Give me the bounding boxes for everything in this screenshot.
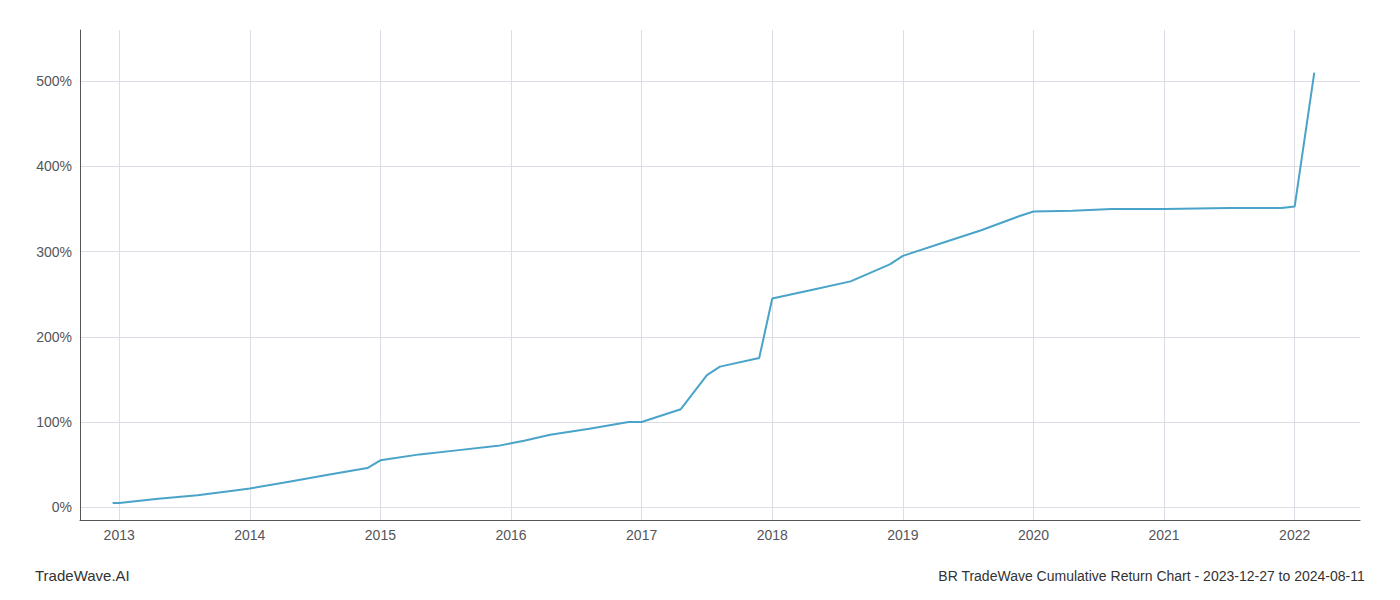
svg-text:400%: 400%	[36, 158, 72, 174]
svg-text:2016: 2016	[495, 527, 526, 543]
svg-text:2020: 2020	[1018, 527, 1049, 543]
svg-text:BR TradeWave Cumulative Return: BR TradeWave Cumulative Return Chart - 2…	[938, 568, 1365, 584]
svg-text:2019: 2019	[887, 527, 918, 543]
svg-text:TradeWave.AI: TradeWave.AI	[35, 567, 130, 584]
svg-text:300%: 300%	[36, 244, 72, 260]
svg-text:2021: 2021	[1149, 527, 1180, 543]
svg-text:2015: 2015	[365, 527, 396, 543]
svg-text:0%: 0%	[52, 499, 72, 515]
svg-text:2017: 2017	[626, 527, 657, 543]
svg-text:2013: 2013	[104, 527, 135, 543]
svg-text:2018: 2018	[757, 527, 788, 543]
svg-text:2014: 2014	[234, 527, 265, 543]
svg-text:2022: 2022	[1279, 527, 1310, 543]
svg-text:200%: 200%	[36, 329, 72, 345]
svg-text:100%: 100%	[36, 414, 72, 430]
svg-text:500%: 500%	[36, 73, 72, 89]
